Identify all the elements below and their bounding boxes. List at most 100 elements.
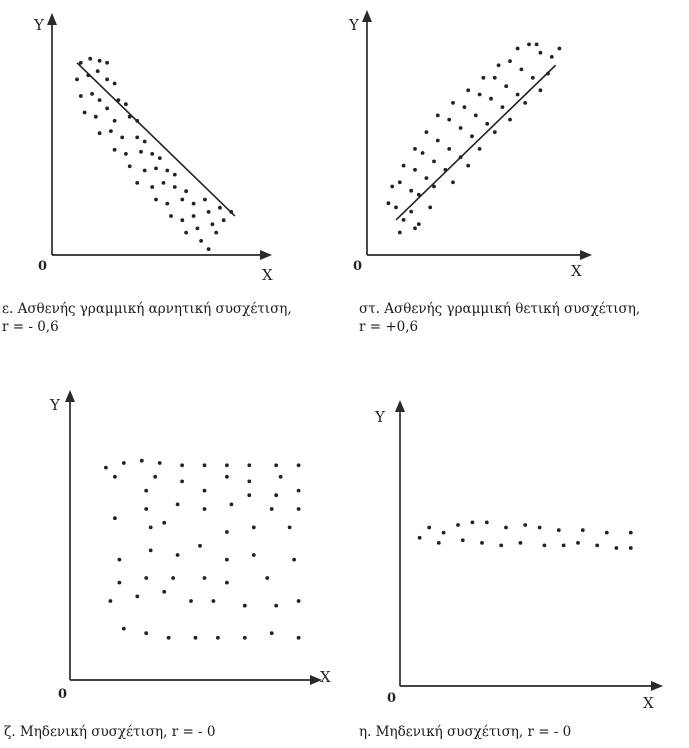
data-point: [409, 209, 414, 214]
data-point: [144, 488, 149, 493]
data-point: [557, 46, 562, 51]
data-point: [142, 168, 147, 173]
data-point: [519, 67, 524, 72]
data-point: [175, 502, 180, 507]
data-point: [504, 84, 509, 89]
data-point: [184, 189, 189, 194]
chart-panel-zero-b: Y X 0 η. Μηδενική συσχέτιση, r = - 0: [345, 380, 689, 748]
data-point: [489, 96, 493, 101]
data-point: [144, 631, 149, 636]
data-point: [397, 180, 402, 185]
data-point: [210, 222, 215, 227]
data-point: [225, 530, 229, 534]
data-point: [88, 56, 93, 61]
data-point: [117, 557, 122, 562]
data-point: [150, 152, 155, 156]
data-point: [124, 102, 128, 107]
origin-label: 0: [58, 687, 67, 702]
data-point: [121, 626, 126, 631]
data-point: [127, 164, 132, 169]
data-point: [595, 543, 600, 548]
data-point: [148, 525, 153, 530]
data-point: [108, 599, 113, 603]
scatter-plot-negative: Y X 0: [33, 13, 273, 284]
data-point: [466, 88, 471, 93]
data-point: [206, 210, 211, 214]
data-point: [466, 163, 471, 168]
data-point: [144, 576, 149, 580]
scatter-plot-zero-a: Y X 0: [49, 390, 331, 702]
data-point: [296, 635, 301, 640]
data-point: [485, 121, 490, 126]
data-point: [492, 130, 497, 135]
data-point: [537, 525, 542, 530]
data-point: [247, 493, 252, 498]
data-point: [211, 599, 216, 603]
data-point: [97, 131, 102, 136]
data-point: [604, 530, 609, 535]
data-point: [193, 635, 198, 640]
x-axis-label: X: [262, 266, 273, 284]
data-point: [576, 541, 580, 545]
data-point: [247, 479, 252, 484]
x-axis-label: X: [571, 262, 582, 280]
data-point: [432, 159, 436, 164]
data-point: [202, 488, 207, 493]
data-point: [628, 546, 633, 550]
data-point: [614, 546, 619, 550]
data-point: [135, 181, 140, 185]
data-point: [278, 474, 283, 479]
data-point: [165, 201, 170, 206]
chart-caption-zero-b: η. Μηδενική συσχέτιση, r = - 0: [359, 724, 572, 740]
data-point: [401, 163, 406, 168]
data-point: [518, 541, 523, 545]
data-point: [202, 507, 207, 511]
data-point: [504, 525, 508, 530]
data-point: [458, 126, 463, 130]
data-point: [172, 185, 177, 189]
data-point: [499, 543, 504, 548]
data-point: [496, 63, 501, 68]
data-point: [413, 147, 417, 151]
data-point: [214, 230, 219, 235]
data-point: [189, 599, 193, 603]
y-axis-arrow-icon: [395, 400, 405, 412]
data-point: [104, 465, 108, 470]
data-point: [274, 463, 279, 468]
data-point: [117, 580, 122, 585]
data-point: [144, 507, 149, 511]
data-point: [269, 631, 274, 636]
data-point: [113, 474, 117, 479]
data-point: [171, 576, 176, 580]
data-point: [470, 520, 475, 525]
data-point: [112, 147, 117, 152]
scatter-plot-zero-b: Y X 0: [374, 400, 663, 712]
data-point: [390, 184, 395, 189]
data-point: [508, 117, 512, 122]
data-point: [413, 167, 417, 172]
data-point: [154, 166, 158, 171]
data-point: [424, 176, 429, 181]
data-point: [191, 214, 196, 218]
data-point: [78, 60, 83, 65]
data-point: [153, 474, 158, 479]
origin-label: 0: [38, 259, 47, 274]
data-point: [470, 134, 474, 139]
data-point: [296, 488, 301, 493]
data-point: [530, 75, 535, 80]
x-axis-arrow-icon: [580, 250, 592, 260]
data-point: [95, 69, 100, 73]
data-point: [225, 580, 229, 585]
data-point: [477, 92, 482, 97]
origin-label: 0: [353, 259, 362, 274]
data-point: [120, 135, 125, 140]
data-point: [202, 576, 207, 580]
data-point: [447, 117, 452, 122]
data-point: [413, 226, 417, 231]
chart-caption-positive: στ. Ασθενής γραμμική θετική συσχέτιση,: [359, 301, 641, 317]
data-point: [481, 75, 486, 80]
data-point: [523, 101, 528, 105]
chart-caption-zero-a: ζ. Μηδενική συσχέτιση, r = - 0: [4, 724, 216, 740]
data-point: [508, 59, 512, 63]
data-point: [394, 205, 398, 210]
